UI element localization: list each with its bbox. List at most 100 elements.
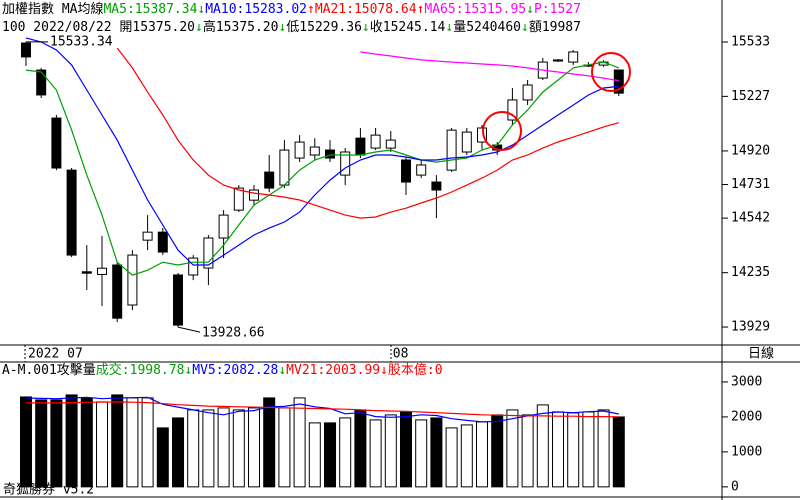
volume-bar bbox=[263, 397, 276, 488]
volume-bar bbox=[612, 416, 625, 488]
candle-body bbox=[431, 181, 442, 191]
volume-bar bbox=[308, 422, 321, 488]
volume-bar bbox=[217, 407, 230, 488]
ma-line bbox=[26, 401, 619, 418]
candle-body bbox=[97, 267, 107, 275]
candle-body bbox=[507, 99, 518, 121]
volume-bar bbox=[80, 397, 93, 488]
overlay: 加權指數 MA均線MA5:15387.34↓MA10:15283.02↑MA21… bbox=[2, 1, 770, 495]
header-item: ↓ bbox=[278, 363, 286, 378]
candle-body bbox=[370, 134, 381, 149]
volume-bar bbox=[445, 427, 458, 488]
candle-body bbox=[173, 274, 183, 326]
header-item: 收15245.14 bbox=[370, 20, 446, 35]
header-item: MV21:2003.99 bbox=[286, 363, 380, 378]
header-item: ↓ bbox=[362, 20, 370, 35]
header-line: A-M.001攻擊量成交:1998.78↓MV5:2082.28↓MV21:20… bbox=[2, 362, 443, 378]
volume-bar bbox=[476, 421, 488, 488]
candle-body bbox=[142, 231, 153, 241]
header-item: A-M.001攻擊量 bbox=[2, 362, 96, 378]
volume-bar bbox=[354, 409, 367, 488]
header-item: ↓ bbox=[184, 363, 192, 378]
header-item: 高15375.20 bbox=[203, 19, 279, 35]
y-tick-label: 15533 bbox=[731, 34, 770, 49]
ma-line bbox=[116, 47, 619, 219]
header-item: MA21:15078.64 bbox=[315, 2, 417, 17]
candle-body bbox=[81, 271, 92, 274]
header-item: MA10:15283.02 bbox=[205, 2, 307, 17]
max-annotation: 15533.34 bbox=[50, 34, 113, 49]
candle-body bbox=[264, 171, 275, 189]
volume-bar bbox=[339, 417, 352, 488]
header-line: 100 2022/08/22 開15375.20↓高15375.20↓低1522… bbox=[2, 19, 581, 35]
volume-bar bbox=[506, 409, 519, 488]
header-item: ↓ bbox=[521, 20, 529, 35]
volume-bar bbox=[536, 404, 549, 488]
candle-body bbox=[416, 164, 427, 176]
candle-body bbox=[233, 187, 244, 211]
candle-body bbox=[477, 127, 487, 143]
volume-bar bbox=[65, 394, 78, 488]
header-item: ↓ bbox=[195, 20, 203, 35]
header-item: ↓ bbox=[526, 2, 534, 17]
candle-body bbox=[218, 214, 229, 239]
candle-body bbox=[355, 137, 366, 156]
annotation-leader bbox=[177, 326, 201, 333]
y-tick-label: 15227 bbox=[731, 89, 770, 104]
candle-body bbox=[522, 84, 533, 101]
y-tick-label: 14542 bbox=[731, 211, 770, 226]
candle-body bbox=[613, 69, 624, 94]
y-tick-label: 3000 bbox=[731, 374, 762, 389]
candle-body bbox=[127, 254, 138, 306]
x-tick-label: 08 bbox=[393, 347, 409, 362]
volume-bar bbox=[187, 409, 200, 488]
header-item: 低15229.36 bbox=[286, 20, 362, 35]
header-item: 成交:1998.78 bbox=[96, 362, 185, 378]
volume-bar bbox=[293, 397, 306, 488]
candle-body bbox=[279, 149, 290, 186]
period-label: 日線 bbox=[748, 346, 774, 362]
header-item: MV5:2082.28 bbox=[192, 363, 278, 378]
volume-bar bbox=[521, 414, 534, 488]
header-item: ↓ bbox=[445, 20, 453, 35]
header-item: ↓ bbox=[278, 20, 286, 35]
highlight-circle bbox=[482, 111, 522, 151]
y-tick-label: 2000 bbox=[731, 409, 762, 424]
header-item: 加權指數 MA均線 bbox=[2, 1, 103, 17]
highlight-circle bbox=[591, 52, 631, 92]
header-line: 加權指數 MA均線MA5:15387.34↓MA10:15283.02↑MA21… bbox=[2, 1, 581, 17]
candle-body bbox=[203, 237, 214, 269]
volume-bar bbox=[35, 399, 48, 488]
header-item: ↑ bbox=[417, 2, 425, 17]
header-item: 額19987 bbox=[529, 20, 581, 35]
candle-body bbox=[66, 169, 77, 256]
candle-body bbox=[51, 117, 62, 169]
header-item: ↑ bbox=[307, 2, 315, 17]
volume-bar bbox=[96, 401, 108, 488]
volume-bar bbox=[430, 417, 443, 488]
candle-body bbox=[249, 189, 259, 201]
y-tick-label: 0 bbox=[731, 479, 739, 494]
candle-body bbox=[568, 51, 579, 63]
volume-bar bbox=[232, 409, 245, 488]
volume-panel bbox=[20, 394, 625, 488]
volume-bar bbox=[582, 411, 595, 488]
y-tick-label: 13929 bbox=[731, 320, 770, 335]
candle-body bbox=[294, 141, 305, 159]
candle-body bbox=[21, 42, 31, 58]
ma-line bbox=[360, 51, 619, 82]
volume-bar bbox=[415, 419, 428, 488]
volume-bar bbox=[400, 411, 412, 488]
volume-bar bbox=[111, 394, 124, 488]
ma-line bbox=[25, 61, 620, 276]
x-tick-label: 2022 07 bbox=[28, 347, 83, 362]
candle-body bbox=[325, 149, 335, 159]
volume-bar bbox=[552, 411, 564, 488]
header-item: 量5240460 bbox=[453, 20, 521, 35]
candle-body bbox=[340, 151, 351, 176]
y-tick-label: 14235 bbox=[731, 265, 770, 280]
volume-bar bbox=[278, 407, 291, 488]
volume-bar bbox=[369, 419, 382, 488]
candle-body bbox=[188, 257, 199, 276]
